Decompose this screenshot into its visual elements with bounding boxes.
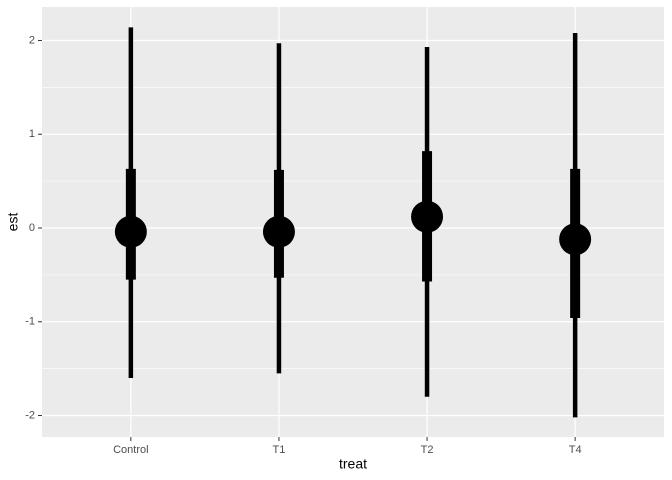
y-tick-label: 0: [29, 222, 35, 234]
y-tick-label: -2: [25, 409, 35, 421]
y-tick-label: -1: [25, 316, 35, 328]
x-axis-title: treat: [339, 456, 367, 472]
point: [559, 223, 592, 256]
x-tick-label: T4: [569, 444, 582, 456]
x-tick-label: T1: [273, 444, 286, 456]
point: [262, 215, 295, 248]
x-tick-label: Control: [113, 444, 148, 456]
y-tick-label: 2: [29, 34, 35, 46]
panel: [42, 7, 664, 437]
point: [411, 200, 444, 233]
point: [114, 215, 147, 248]
y-tick-label: 1: [29, 128, 35, 140]
y-axis-title: est: [5, 213, 21, 232]
x-tick-label: T2: [421, 444, 434, 456]
